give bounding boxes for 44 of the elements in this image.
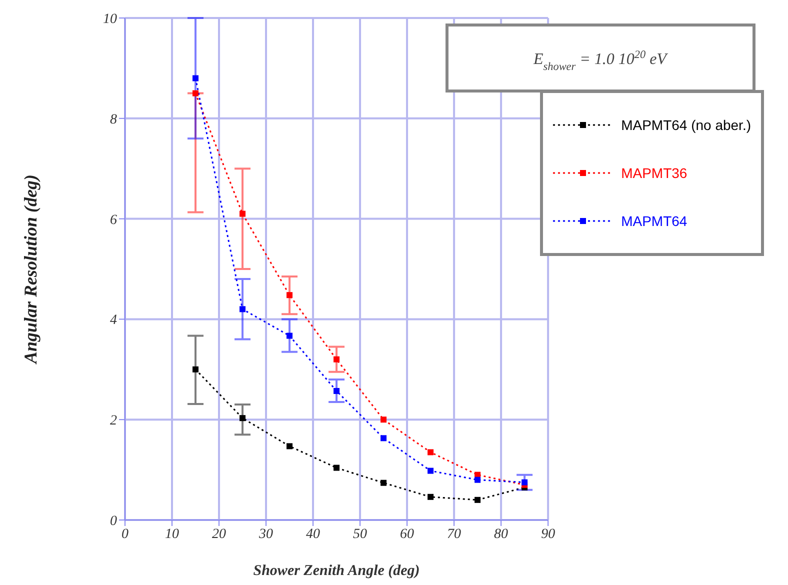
y-tick-label: 2 — [110, 414, 117, 429]
x-tick-label: 40 — [306, 526, 320, 542]
x-tick-label: 60 — [400, 526, 414, 542]
legend-label: MAPMT64 (no aber.) — [621, 117, 751, 133]
x-tick-label: 10 — [165, 526, 180, 542]
point — [192, 366, 199, 372]
y-tick-label: 4 — [110, 313, 117, 328]
point — [522, 479, 528, 486]
point — [474, 496, 481, 503]
annotation: E$_{shower}$ = 1.0 10$^{20}$ eV — [532, 49, 669, 73]
x-tick-label: 30 — [258, 526, 274, 542]
y-tick-label: 0 — [110, 514, 117, 529]
point — [286, 292, 293, 298]
x-tick-label: 70 — [447, 526, 462, 542]
point — [428, 449, 434, 456]
point — [428, 494, 434, 500]
point — [192, 90, 199, 96]
point — [428, 468, 434, 474]
point — [334, 356, 340, 362]
point — [240, 415, 246, 422]
point — [380, 416, 387, 423]
legend-label: MAPMT64 — [621, 213, 688, 229]
point — [474, 476, 481, 483]
point — [334, 388, 340, 394]
x-tick-label: 50 — [353, 526, 368, 542]
x-axis-title: Shower Zenith Angle (deg) — [253, 563, 420, 579]
legend-label: MAPMT36 — [621, 165, 688, 181]
x-tick-label: 80 — [494, 526, 508, 542]
y-tick-label: 8 — [110, 112, 117, 128]
point — [286, 443, 293, 450]
x-tick-label: 0 — [122, 526, 128, 542]
energy-note: E$_{shower}$ = 1.0 10$^{20}$ eV — [446, 24, 756, 92]
y-tick-label: 10 — [103, 12, 117, 27]
point — [334, 464, 340, 471]
point — [240, 306, 246, 312]
point — [380, 480, 387, 486]
point — [240, 210, 246, 217]
point — [192, 75, 199, 82]
point — [286, 332, 293, 339]
y-tick-label: 6 — [110, 212, 117, 228]
y-axis-title: Angular Resolution (deg) — [20, 174, 40, 365]
point — [380, 435, 387, 442]
x-tick-label: 90 — [541, 526, 556, 542]
x-tick-label: 20 — [212, 526, 226, 542]
